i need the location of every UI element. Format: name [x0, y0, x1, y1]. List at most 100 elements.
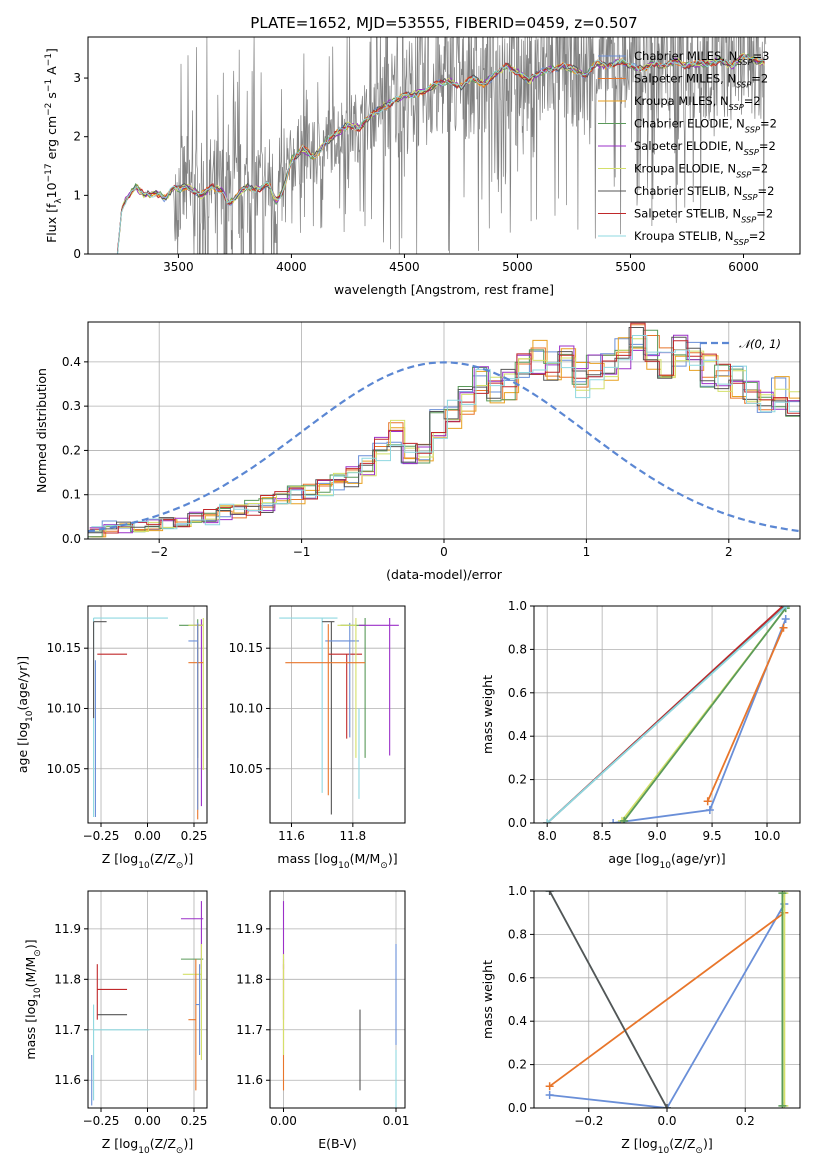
x-axis-label: mass [log10(M/M⊙)]: [277, 851, 397, 871]
y-axis-label-part: λ: [54, 198, 64, 204]
legend-label: Kroupa MILES, NSSP=2: [634, 94, 761, 112]
legend-val: =2: [760, 117, 777, 131]
y-tick-label: 0.4: [62, 355, 81, 369]
spectrum-model-7: [116, 54, 765, 252]
axes-residuals: −2 −1 0 1 2 0.0 0.1 0.2 0.3 0.4: [62, 321, 801, 559]
error-bar: [188, 622, 199, 810]
y-tick-label: 10.15: [229, 641, 263, 655]
error-bar: [93, 621, 107, 719]
weight-marker: [705, 805, 714, 814]
error-bar: [188, 618, 204, 770]
axes-frame: [269, 890, 406, 1109]
weight-marker: [778, 1101, 787, 1108]
y-axis-label: mass weight: [480, 960, 495, 1039]
x-tick-label: 11.8: [339, 829, 366, 843]
x-tick-label: −1: [293, 545, 311, 559]
legend-name: Kroupa MILES, N: [634, 94, 729, 108]
legend-name: Salpeter STELIB, N: [634, 207, 741, 221]
axes-massweight-vs-age: 8.0 8.5 9.0 9.5 10.0 0.0 0.2 0.4 0.6 0.8 1.0: [508, 599, 801, 843]
y-tick-label: 0.6: [508, 686, 527, 700]
x-tick-label: 0.01: [383, 1114, 410, 1128]
x-axis-label-part: Z [log: [621, 1136, 657, 1151]
x-axis-label: wavelength [Angstrom, rest frame]: [334, 282, 554, 297]
x-tick-label: −0.25: [83, 1114, 120, 1128]
legend-label: Kroupa STELIB, NSSP=2: [634, 229, 766, 247]
hist-series-6: [88, 327, 800, 534]
y-axis-label: mass [log10(M/M⊙)]: [23, 939, 43, 1059]
x-tick-label: 3500: [163, 260, 194, 274]
error-bar: [188, 959, 197, 1091]
error-bar: [337, 618, 357, 758]
x-axis-label-part: )]: [183, 1136, 193, 1151]
plot-area: [88, 322, 800, 538]
y-tick-label: 1.0: [508, 599, 527, 613]
y-axis-label: Flux [fλ10−17 erg cm−2 s−1 A−1]: [44, 48, 64, 243]
legend-name: Chabrier STELIB, N: [634, 184, 742, 198]
axes-age-vs-mass: 11.6 11.8 10.05 10.10 10.15: [229, 605, 406, 843]
x-tick-label: −0.2: [574, 1114, 603, 1128]
hist-series-7: [89, 322, 800, 534]
y-tick-label: 1: [73, 188, 81, 202]
y-tick-label: 10.15: [47, 641, 81, 655]
x-axis-label: (data-model)/error: [386, 567, 503, 582]
y-axis-label-part: ]: [44, 48, 59, 53]
error-bar: [358, 618, 399, 756]
x-tick-label: 11.6: [278, 829, 305, 843]
y-tick-label: 11.8: [236, 972, 263, 986]
error-bar: [328, 653, 363, 739]
x-tick-label: 0: [440, 545, 448, 559]
legend-label: 𝒩(0, 1): [739, 337, 781, 351]
legend-sub: SSP: [741, 215, 756, 225]
y-axis-label-part: ⊙: [33, 949, 43, 957]
x-axis-label-part: ⊙: [176, 861, 184, 871]
hist-series-0: [88, 338, 800, 533]
chart-title: PLATE=1652, MJD=53555, FIBERID=0459, z=0…: [250, 14, 637, 32]
y-tick-label: 0.4: [508, 1014, 527, 1028]
y-axis-label-part: (M/M: [23, 957, 38, 988]
x-tick-label: 0.0: [657, 1114, 676, 1128]
y-tick-label: 0.2: [62, 443, 81, 457]
legend-sub: SSP: [742, 192, 757, 202]
x-axis-label-part: (Z/Z: [150, 1136, 176, 1151]
y-tick-label: 11.8: [54, 972, 81, 986]
legend-name: Salpeter MILES, N: [634, 72, 736, 86]
error-bar: [325, 622, 359, 738]
axes-spectrum: 3500 4000 4500 5000 5500 6000 0 1 2 3: [73, 36, 801, 274]
x-axis-label-part: Z [log: [102, 1136, 138, 1151]
weight-marker: [620, 816, 629, 823]
x-axis-label-part: )]: [183, 851, 193, 866]
weight-marker: [778, 891, 787, 898]
plot-area: [116, 37, 767, 254]
plot-area: [279, 617, 399, 815]
y-tick-label: 1.0: [508, 884, 527, 898]
y-axis-label-part: erg cm: [44, 116, 59, 164]
plot-area: [545, 891, 789, 1108]
legend-name: Kroupa ELODIE, N: [634, 162, 736, 176]
y-axis-label-part: )]: [23, 939, 38, 949]
spectrum-data: [117, 37, 767, 254]
x-axis-label: Z [log10(Z/Z⊙)]: [102, 1136, 193, 1156]
x-tick-label: 0.00: [134, 1114, 161, 1128]
legend-val: =2: [751, 72, 768, 86]
x-axis-label-part: (M/M: [350, 851, 381, 866]
y-axis-label-part: −17: [44, 163, 54, 182]
y-axis-label-part: mass [log: [23, 999, 38, 1060]
y-tick-label: 0.3: [62, 399, 81, 413]
weight-series-1: [706, 627, 785, 802]
x-tick-label: 5500: [615, 260, 646, 274]
legend-label: Salpeter ELODIE, NSSP=2: [634, 139, 776, 157]
weight-marker: [703, 797, 712, 806]
y-axis-label-part: s: [44, 92, 59, 103]
weight-marker: [543, 819, 552, 823]
y-tick-label: 10.10: [47, 701, 81, 715]
x-axis-label-part: )]: [388, 851, 398, 866]
legend-val: =2: [744, 94, 761, 108]
x-tick-label: 5000: [502, 260, 533, 274]
y-axis-label-part: Flux [: [44, 208, 59, 243]
x-axis-label: Z [log10(Z/Z⊙)]: [621, 1136, 712, 1156]
x-axis-label-part: 10: [658, 1146, 670, 1156]
legend-label: Chabrier STELIB, NSSP=2: [634, 184, 774, 202]
x-tick-label: 9.5: [703, 829, 722, 843]
